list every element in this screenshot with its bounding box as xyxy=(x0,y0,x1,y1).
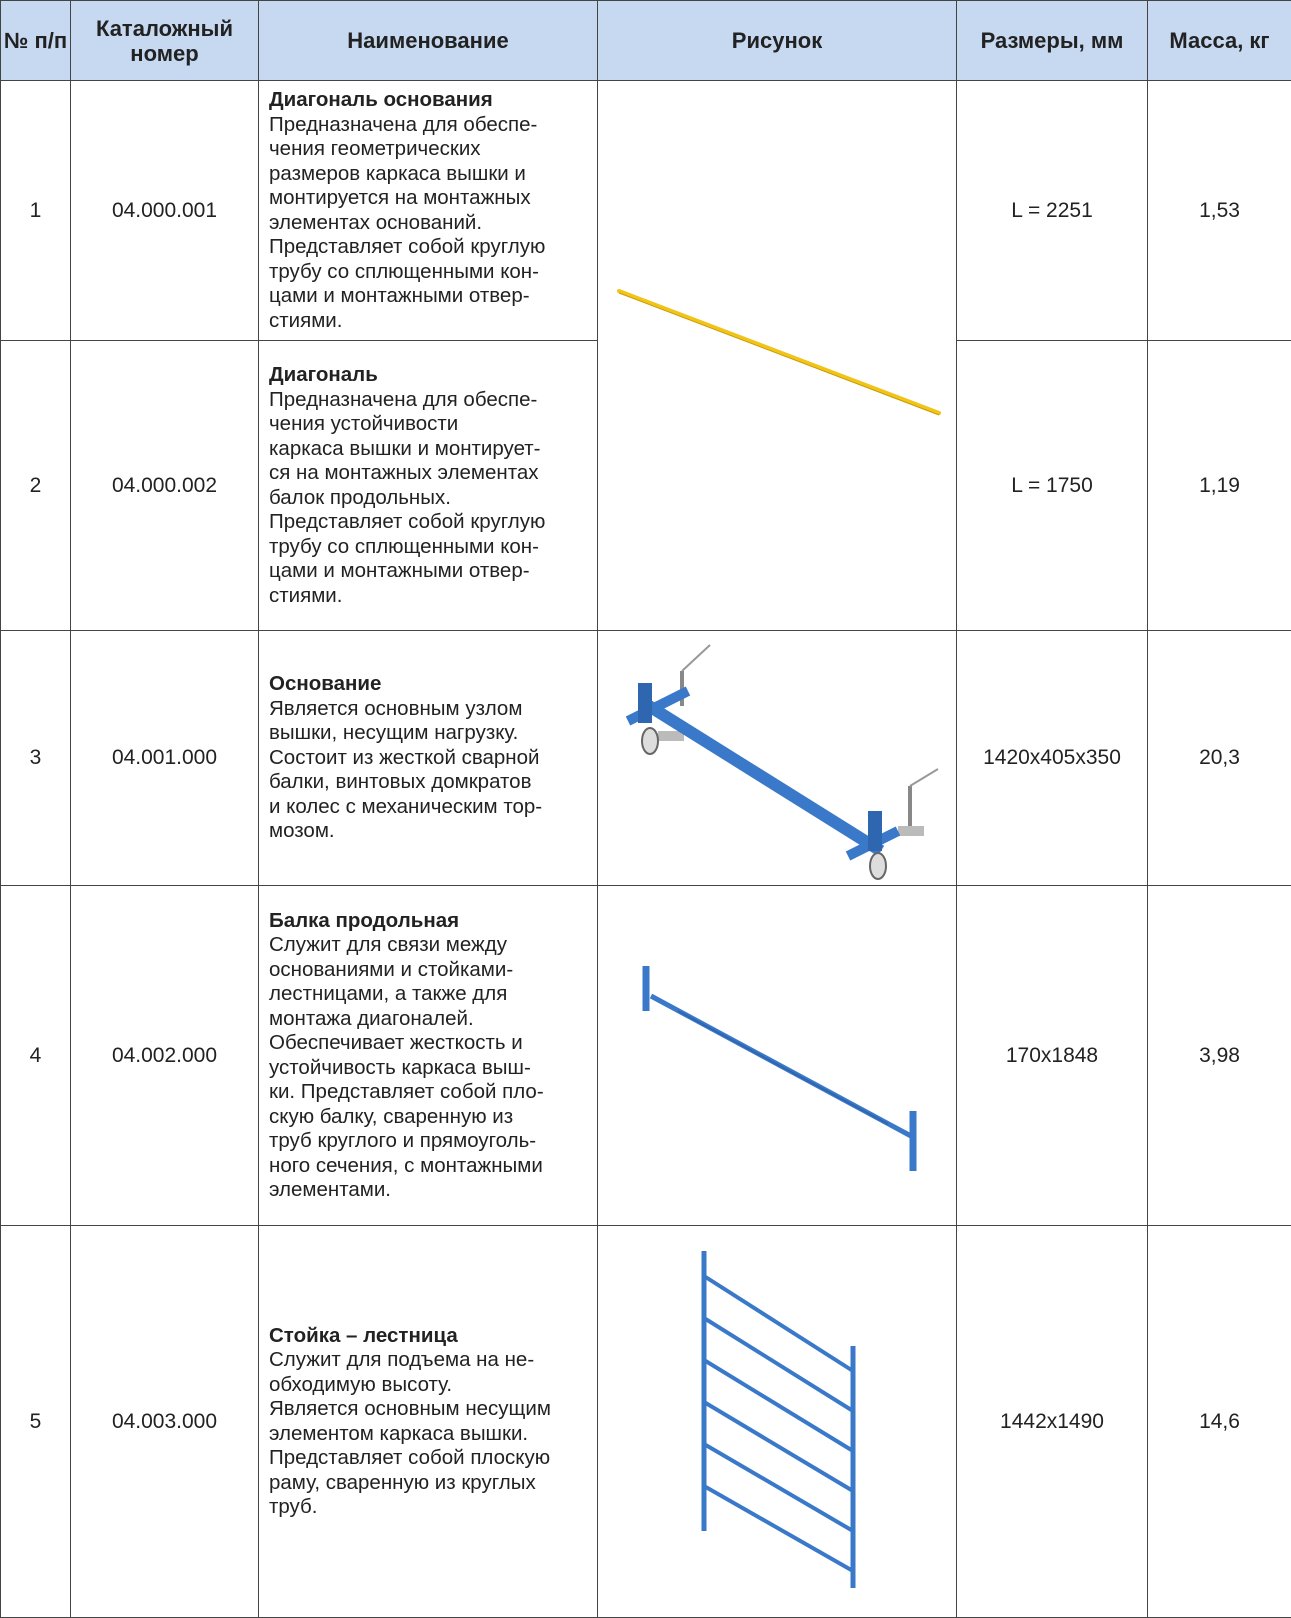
description-line: размеров каркаса вышки и xyxy=(269,162,587,187)
description-line: Представляет собой круглую xyxy=(269,235,587,260)
base-picture xyxy=(598,631,957,886)
description-line: обходимую высоту. xyxy=(269,1373,587,1398)
description-line: элементами. xyxy=(269,1178,587,1203)
header-cell: Каталожный номер xyxy=(71,1,259,81)
size-cell: L = 1750 xyxy=(957,341,1148,631)
catalog-cell: 04.002.000 xyxy=(71,886,259,1226)
size-cell: 1442x1490 xyxy=(957,1226,1148,1618)
item-name: Балка продольная xyxy=(269,909,587,934)
picture-cell xyxy=(598,631,957,886)
description-line: балки, винтовых домкратов xyxy=(269,770,587,795)
mass-cell: 3,98 xyxy=(1148,886,1291,1226)
number-cell: 2 xyxy=(1,341,71,631)
description-line: мозом. xyxy=(269,819,587,844)
description-line: балок продольных. xyxy=(269,486,587,511)
description-line: скую балку, сваренную из xyxy=(269,1105,587,1130)
description-line: и колес с механическим тор- xyxy=(269,795,587,820)
description-line: каркаса вышки и монтирует- xyxy=(269,437,587,462)
item-name: Основание xyxy=(269,672,587,697)
number-cell: 4 xyxy=(1,886,71,1226)
header-row: № п/п Каталожный номер Наименование Рису… xyxy=(1,1,1291,81)
description-line: Служит для подъема на не- xyxy=(269,1348,587,1373)
description-line: Состоит из жесткой сварной xyxy=(269,746,587,771)
description-line: ки. Представляет собой пло- xyxy=(269,1080,587,1105)
description-line: Является основным несущим xyxy=(269,1397,587,1422)
description-line: основаниями и стойками- xyxy=(269,958,587,983)
description-line: Представляет собой плоскую xyxy=(269,1446,587,1471)
description-line: стиями. xyxy=(269,309,587,334)
description-line: монтируется на монтажных xyxy=(269,186,587,211)
picture-cell xyxy=(598,81,957,631)
catalog-cell: 04.000.002 xyxy=(71,341,259,631)
number-cell: 3 xyxy=(1,631,71,886)
size-cell: L = 2251 xyxy=(957,81,1148,341)
description-line: раму, сваренную из круглых xyxy=(269,1471,587,1496)
description-line: устойчивость каркаса выш- xyxy=(269,1056,587,1081)
description-line: ся на монтажных элементах xyxy=(269,461,587,486)
description-line: лестницами, а также для xyxy=(269,982,587,1007)
number-cell: 1 xyxy=(1,81,71,341)
description-line: труб круглого и прямоуголь- xyxy=(269,1129,587,1154)
header-cell: Наименование xyxy=(259,1,598,81)
description-line: монтажа диагоналей. xyxy=(269,1007,587,1032)
description-line: трубу со сплющенными кон- xyxy=(269,260,587,285)
header-cell: Масса, кг xyxy=(1148,1,1291,81)
description-line: цами и монтажными отвер- xyxy=(269,284,587,309)
catalog-cell: 04.001.000 xyxy=(71,631,259,886)
description-line: Предназначена для обеспе- xyxy=(269,113,587,138)
description-line: ного сечения, с монтажными xyxy=(269,1154,587,1179)
header-cell: Рисунок xyxy=(598,1,957,81)
header-cell: № п/п xyxy=(1,1,71,81)
description-line: трубу со сплющенными кон- xyxy=(269,535,587,560)
description-line: цами и монтажными отвер- xyxy=(269,559,587,584)
size-cell: 170x1848 xyxy=(957,886,1148,1226)
mass-cell: 14,6 xyxy=(1148,1226,1291,1618)
item-name: Диагональ xyxy=(269,363,587,388)
description-line: Обеспечивает жесткость и xyxy=(269,1031,587,1056)
ladder-picture xyxy=(598,1226,957,1618)
item-name: Диагональ основания xyxy=(269,88,587,113)
number-cell: 5 xyxy=(1,1226,71,1618)
description-line: чения геометрических xyxy=(269,137,587,162)
picture-cell xyxy=(598,1226,957,1618)
mass-cell: 20,3 xyxy=(1148,631,1291,886)
beam-picture xyxy=(598,886,957,1226)
description-line: элементом каркаса вышки. xyxy=(269,1422,587,1447)
description-line: элементах оснований. xyxy=(269,211,587,236)
description-line: Является основным узлом xyxy=(269,697,587,722)
mass-cell: 1,19 xyxy=(1148,341,1291,631)
description-line: Предназначена для обеспе- xyxy=(269,388,587,413)
description-line: вышки, несущим нагрузку. xyxy=(269,721,587,746)
description-line: труб. xyxy=(269,1495,587,1520)
catalog-cell: 04.003.000 xyxy=(71,1226,259,1618)
item-name: Стойка – лестница xyxy=(269,1324,587,1349)
header-cell: Размеры, мм xyxy=(957,1,1148,81)
description-line: Служит для связи между xyxy=(269,933,587,958)
picture-cell xyxy=(598,886,957,1226)
description-line: стиями. xyxy=(269,584,587,609)
catalog-cell: 04.000.001 xyxy=(71,81,259,341)
size-cell: 1420x405x350 xyxy=(957,631,1148,886)
description-line: чения устойчивости xyxy=(269,412,587,437)
description-line: Представляет собой круглую xyxy=(269,510,587,535)
diagonal-picture xyxy=(598,81,957,631)
mass-cell: 1,53 xyxy=(1148,81,1291,341)
